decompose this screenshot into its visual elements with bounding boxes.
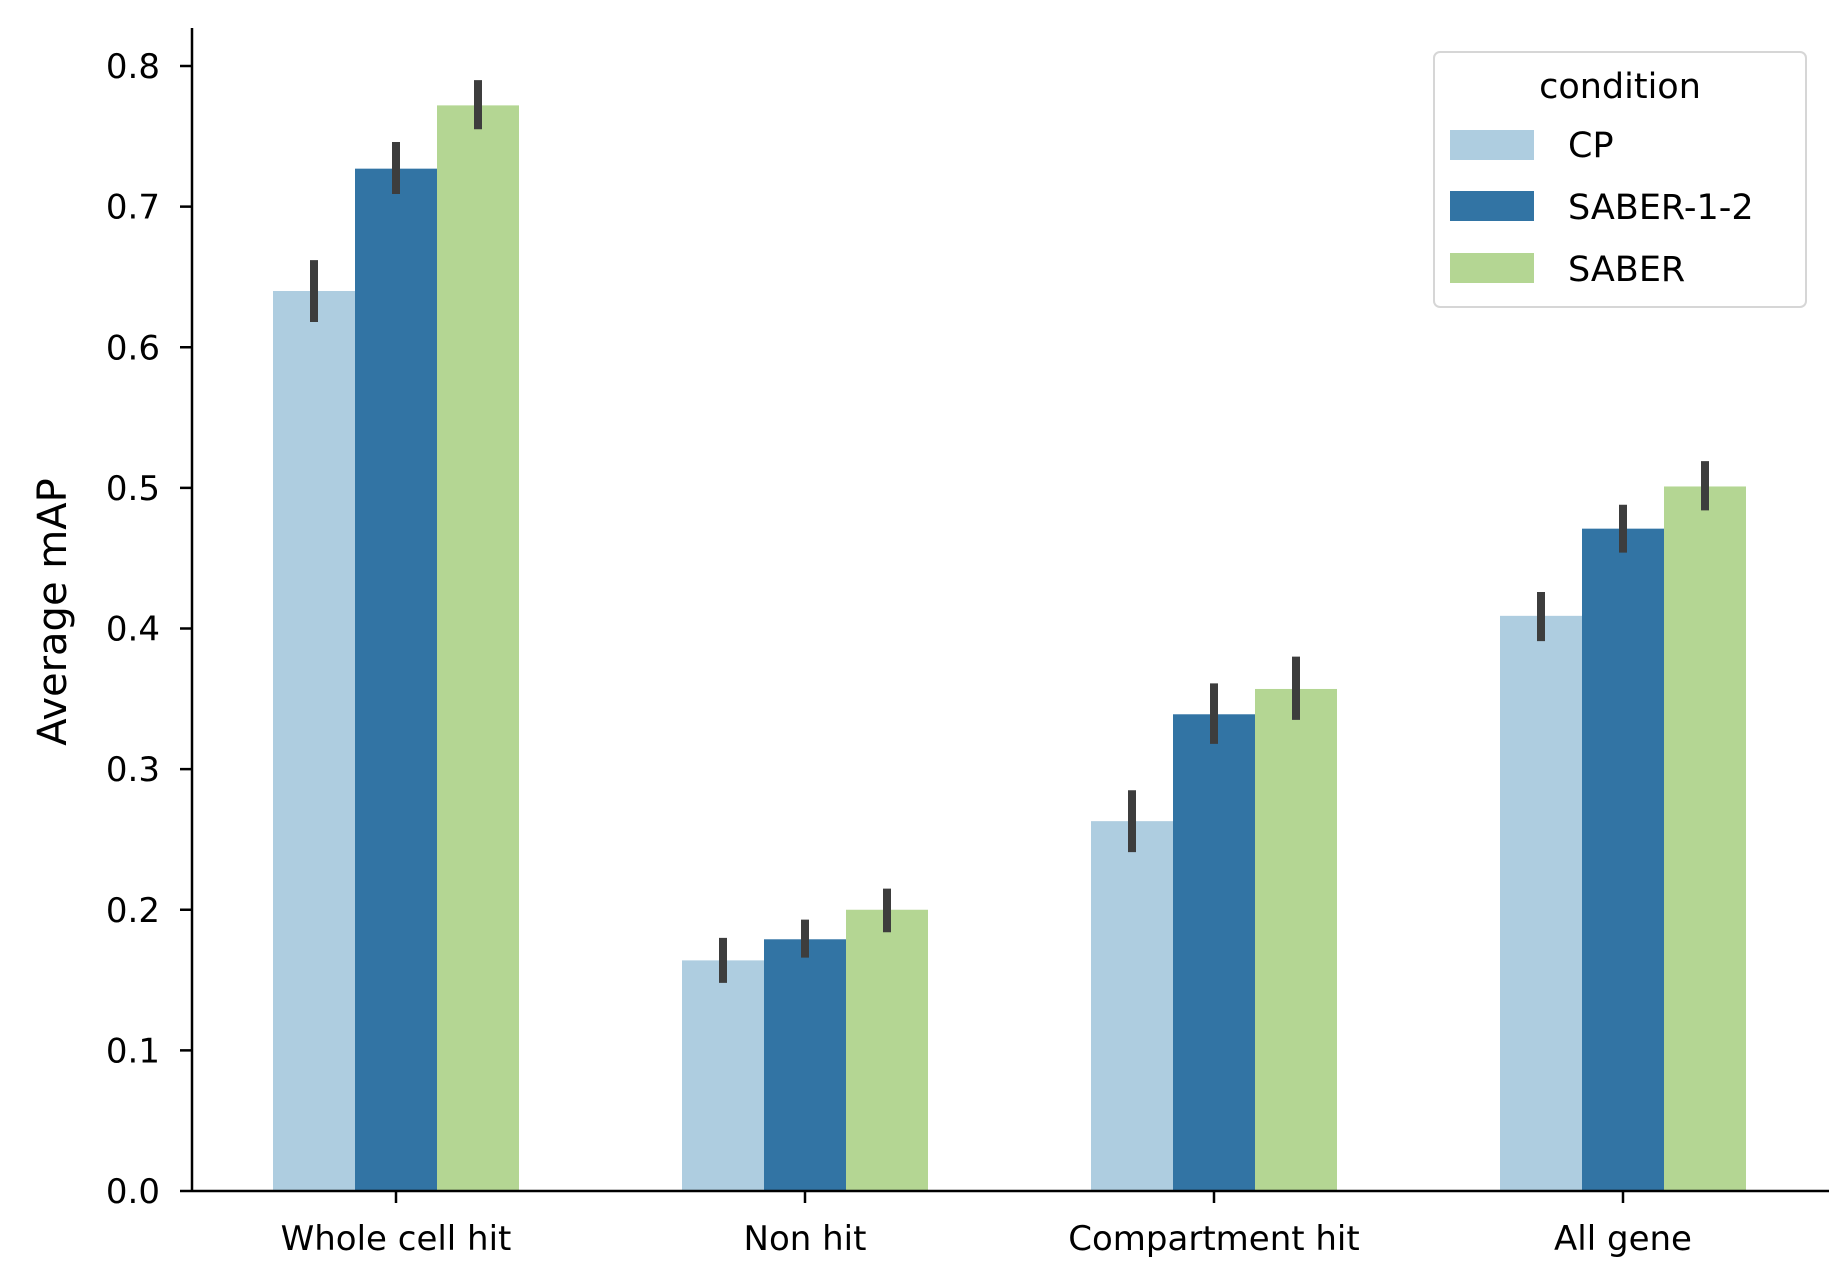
x-tick-label: Non hit bbox=[744, 1219, 867, 1259]
bar-cp-3 bbox=[1500, 615, 1582, 1191]
y-ticks: 0.0 0.1 0.2 0.3 0.4 0.5 0.6 0.7 0.8 bbox=[106, 47, 192, 1212]
bar-saber-0 bbox=[437, 105, 519, 1191]
x-ticks: Whole cell hit Non hit Compartment hit All … bbox=[281, 1191, 1692, 1259]
bars-layer bbox=[273, 105, 1746, 1191]
y-tick-label: 0.3 bbox=[106, 750, 160, 790]
bar-saber-1-2-3 bbox=[1582, 528, 1664, 1191]
legend-frame bbox=[1433, 51, 1807, 308]
legend: condition CP SABER-1-2 SABER bbox=[1433, 51, 1807, 308]
bar-cp-1 bbox=[682, 960, 764, 1191]
bar-saber-2 bbox=[1255, 688, 1337, 1191]
y-tick-label: 0.8 bbox=[106, 47, 160, 87]
bar-saber-1-2-1 bbox=[764, 939, 846, 1191]
y-tick-label: 0.0 bbox=[106, 1172, 160, 1212]
legend-title: condition bbox=[1539, 67, 1701, 107]
bar-cp-0 bbox=[273, 291, 355, 1191]
x-tick-label: All gene bbox=[1554, 1219, 1692, 1259]
error-bars-layer bbox=[310, 80, 1709, 983]
axes-layer bbox=[190, 28, 1829, 1193]
x-tick-label: Whole cell hit bbox=[281, 1219, 512, 1259]
legend-swatch-cp bbox=[1450, 130, 1534, 160]
x-tick-label: Compartment hit bbox=[1068, 1219, 1359, 1259]
legend-label-cp: CP bbox=[1568, 126, 1614, 166]
bar-saber-3 bbox=[1664, 486, 1746, 1191]
legend-label-saber: SABER bbox=[1568, 250, 1685, 290]
y-axis-label: Average mAP bbox=[30, 478, 76, 745]
y-tick-label: 0.7 bbox=[106, 188, 160, 228]
bar-cp-2 bbox=[1091, 821, 1173, 1191]
legend-swatch-saber-1-2 bbox=[1450, 191, 1534, 221]
bar-saber-1 bbox=[846, 909, 928, 1191]
legend-swatch-saber bbox=[1450, 253, 1534, 283]
bar-saber-1-2-2 bbox=[1173, 714, 1255, 1191]
y-tick-label: 0.1 bbox=[106, 1031, 160, 1071]
bar-saber-1-2-0 bbox=[355, 168, 437, 1191]
legend-label-saber-1-2: SABER-1-2 bbox=[1568, 188, 1754, 228]
y-tick-label: 0.2 bbox=[106, 891, 160, 931]
y-tick-label: 0.4 bbox=[106, 610, 160, 650]
y-tick-label: 0.6 bbox=[106, 328, 160, 368]
y-tick-label: 0.5 bbox=[106, 469, 160, 509]
